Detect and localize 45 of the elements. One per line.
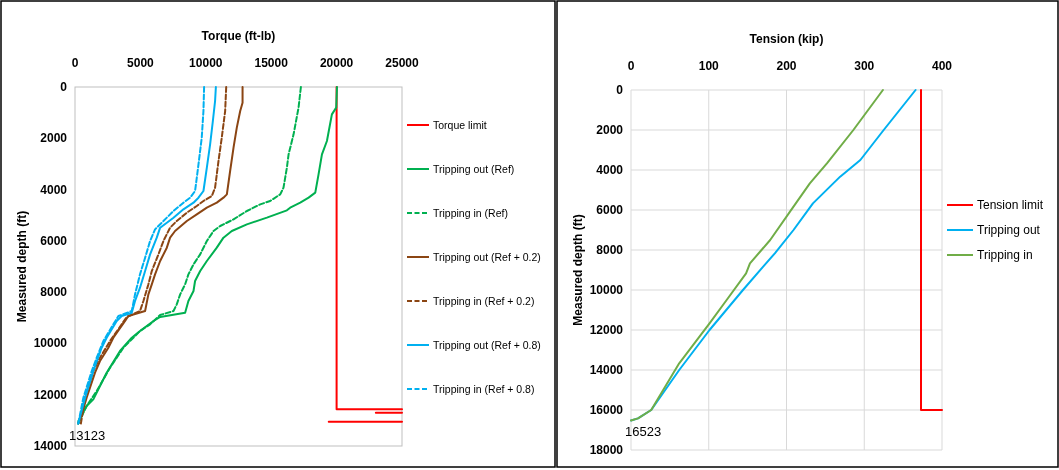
y-tick-label: 4000 — [40, 182, 68, 197]
legend-label: Tripping in (Ref) — [433, 207, 508, 219]
y-tick-label: 4000 — [596, 163, 624, 177]
y-tick-label: 8000 — [596, 243, 624, 257]
x-tick-label: 20000 — [319, 56, 354, 70]
annotation: 13123 — [69, 427, 106, 443]
x-tick-label: 0 — [71, 56, 79, 70]
legend-label: Tripping out — [977, 223, 1041, 237]
y-tick-label: 10000 — [589, 283, 624, 297]
legend-label: Torque limit — [433, 119, 487, 131]
x-tick-label: 25000 — [385, 56, 420, 70]
y-tick-label: 12000 — [33, 387, 68, 402]
x-axis-title: Torque (ft-lb) — [201, 29, 276, 43]
x-tick-label: 300 — [854, 59, 875, 73]
legend-label: Tripping in (Ref + 0.2) — [433, 295, 535, 307]
y-tick-label: 0 — [60, 80, 68, 94]
y-tick-label: 0 — [616, 83, 624, 97]
legend-label: Tripping in — [977, 248, 1033, 262]
y-tick-label: 14000 — [33, 439, 68, 453]
y-tick-label: 6000 — [40, 233, 68, 248]
legend-label: Tripping out (Ref + 0.8) — [433, 339, 541, 351]
legend-label: Tripping in (Ref + 0.8) — [433, 383, 535, 395]
y-axis-title: Measured depth (ft) — [15, 210, 29, 323]
y-tick-label: 16000 — [589, 403, 624, 417]
x-axis-title: Tension (kip) — [749, 32, 824, 46]
y-tick-label: 8000 — [40, 285, 68, 300]
y-tick-label: 14000 — [589, 363, 624, 377]
y-tick-label: 10000 — [33, 336, 68, 351]
y-tick-label: 2000 — [596, 123, 624, 137]
legend-label: Tripping out (Ref + 0.2) — [433, 251, 541, 263]
x-tick-label: 100 — [698, 59, 720, 73]
y-axis-title: Measured depth (ft) — [571, 214, 585, 326]
y-tick-label: 2000 — [40, 131, 68, 146]
y-tick-label: 18000 — [589, 443, 624, 457]
x-tick-label: 15000 — [254, 56, 289, 70]
annotation: 16523 — [625, 424, 662, 440]
y-tick-label: 6000 — [596, 203, 624, 217]
x-tick-label: 5000 — [127, 56, 155, 70]
x-tick-label: 0 — [627, 59, 635, 73]
x-tick-label: 400 — [931, 59, 953, 73]
x-tick-label: 200 — [776, 59, 797, 73]
y-tick-label: 12000 — [589, 323, 624, 337]
legend-label: Tension limit — [977, 198, 1044, 212]
legend-label: Tripping out (Ref) — [433, 163, 515, 175]
x-tick-label: 10000 — [189, 56, 223, 70]
